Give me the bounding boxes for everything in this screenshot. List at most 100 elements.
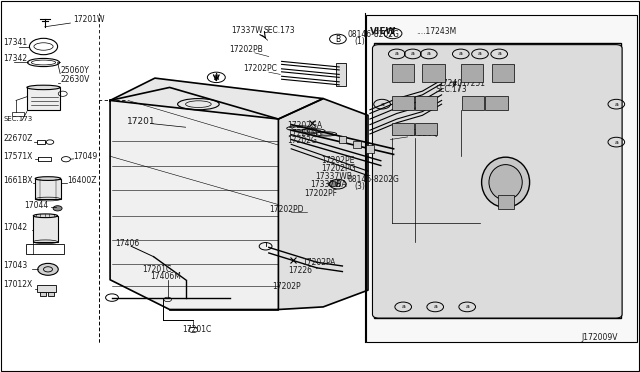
Bar <box>37 140 45 144</box>
Text: 17406M: 17406M <box>150 272 181 281</box>
Bar <box>392 123 414 135</box>
Ellipse shape <box>35 177 61 180</box>
Bar <box>35 179 61 199</box>
Circle shape <box>458 49 496 71</box>
Text: 16400Z: 16400Z <box>67 176 97 185</box>
Bar <box>40 292 46 296</box>
Text: 17202GA: 17202GA <box>287 121 322 130</box>
Text: a: a <box>465 304 469 310</box>
Text: 17341: 17341 <box>3 38 28 47</box>
Bar <box>339 136 346 143</box>
Bar <box>374 43 621 318</box>
Text: 17201: 17201 <box>127 116 156 125</box>
Bar <box>336 63 346 86</box>
Bar <box>392 96 414 110</box>
Circle shape <box>38 263 58 275</box>
Text: SEC.173: SEC.173 <box>435 85 467 94</box>
Bar <box>422 64 445 82</box>
FancyBboxPatch shape <box>372 45 622 318</box>
Text: 17202G: 17202G <box>287 136 317 145</box>
Text: 08146-8202G: 08146-8202G <box>348 30 399 39</box>
Text: ....17243M: ....17243M <box>416 27 456 36</box>
Text: 17226: 17226 <box>288 266 312 275</box>
Bar <box>38 157 51 161</box>
Text: 25060Y: 25060Y <box>61 65 90 74</box>
Bar <box>48 292 54 296</box>
Text: a: a <box>433 304 437 310</box>
Text: 17571X: 17571X <box>3 152 33 161</box>
Ellipse shape <box>287 126 312 131</box>
Bar <box>492 64 514 82</box>
Text: 08146-8202G: 08146-8202G <box>348 175 399 184</box>
Text: 17202PE: 17202PE <box>321 156 355 165</box>
Bar <box>415 96 437 110</box>
Text: 17042: 17042 <box>3 223 28 232</box>
Text: 17012X: 17012X <box>3 280 33 289</box>
Bar <box>392 64 414 82</box>
Text: 17049: 17049 <box>74 152 98 161</box>
Text: 17220Q: 17220Q <box>408 129 438 138</box>
Text: a: a <box>459 51 463 57</box>
Text: 17202P: 17202P <box>272 282 301 291</box>
Text: a: a <box>427 51 431 57</box>
Text: 17202PC: 17202PC <box>243 64 277 73</box>
Text: 22670Z: 22670Z <box>3 134 33 143</box>
Ellipse shape <box>27 85 60 90</box>
Text: (3): (3) <box>354 182 365 191</box>
Bar <box>26 244 64 254</box>
Bar <box>33 216 58 242</box>
Bar <box>366 15 637 342</box>
Circle shape <box>328 182 337 187</box>
Text: a: a <box>395 51 399 57</box>
Text: 17201W: 17201W <box>74 15 105 24</box>
Text: A: A <box>390 29 396 38</box>
Text: SEC.173: SEC.173 <box>264 26 295 35</box>
Bar <box>353 141 361 148</box>
Text: B: B <box>335 180 340 189</box>
Text: 17202PF: 17202PF <box>304 189 337 198</box>
Text: 17240: 17240 <box>438 79 463 88</box>
Bar <box>415 123 437 135</box>
Bar <box>485 96 508 110</box>
Text: VIEW: VIEW <box>370 27 396 36</box>
Bar <box>12 112 24 116</box>
Ellipse shape <box>316 132 337 136</box>
Text: B: B <box>335 35 340 44</box>
Text: 17201C: 17201C <box>182 325 212 334</box>
Bar <box>366 145 374 153</box>
Ellipse shape <box>482 157 530 208</box>
Text: 17228M: 17228M <box>287 129 317 138</box>
Text: a: a <box>497 51 501 57</box>
Polygon shape <box>110 78 323 119</box>
Text: (1): (1) <box>354 37 365 46</box>
Text: 17337WB: 17337WB <box>315 172 352 181</box>
Text: A: A <box>214 73 219 82</box>
Text: a: a <box>614 140 618 145</box>
Text: J172009V: J172009V <box>581 333 618 342</box>
Text: 17342: 17342 <box>3 54 28 63</box>
Text: 17337W: 17337W <box>232 26 264 35</box>
Text: 22630V: 22630V <box>61 75 90 84</box>
Text: 17251: 17251 <box>461 79 485 88</box>
Text: a: a <box>411 51 415 57</box>
Bar <box>27 87 60 110</box>
Text: 17201C: 17201C <box>142 264 172 273</box>
Text: 17406: 17406 <box>115 239 140 248</box>
Text: a: a <box>380 102 384 107</box>
Polygon shape <box>278 99 368 310</box>
Bar <box>498 195 514 209</box>
Ellipse shape <box>33 214 58 218</box>
Text: 17202PD: 17202PD <box>269 205 303 214</box>
Text: 1661BX: 1661BX <box>3 176 33 185</box>
Text: a: a <box>401 304 405 310</box>
Circle shape <box>53 206 62 211</box>
Polygon shape <box>110 87 278 310</box>
Text: 17202PG: 17202PG <box>321 164 356 173</box>
Text: 17202PB: 17202PB <box>229 45 263 54</box>
Text: 17337WA: 17337WA <box>310 180 346 189</box>
Text: a: a <box>478 51 482 57</box>
Text: 17044: 17044 <box>24 201 49 210</box>
Bar <box>461 64 483 82</box>
Text: 17202PA: 17202PA <box>302 258 335 267</box>
Ellipse shape <box>302 129 325 133</box>
